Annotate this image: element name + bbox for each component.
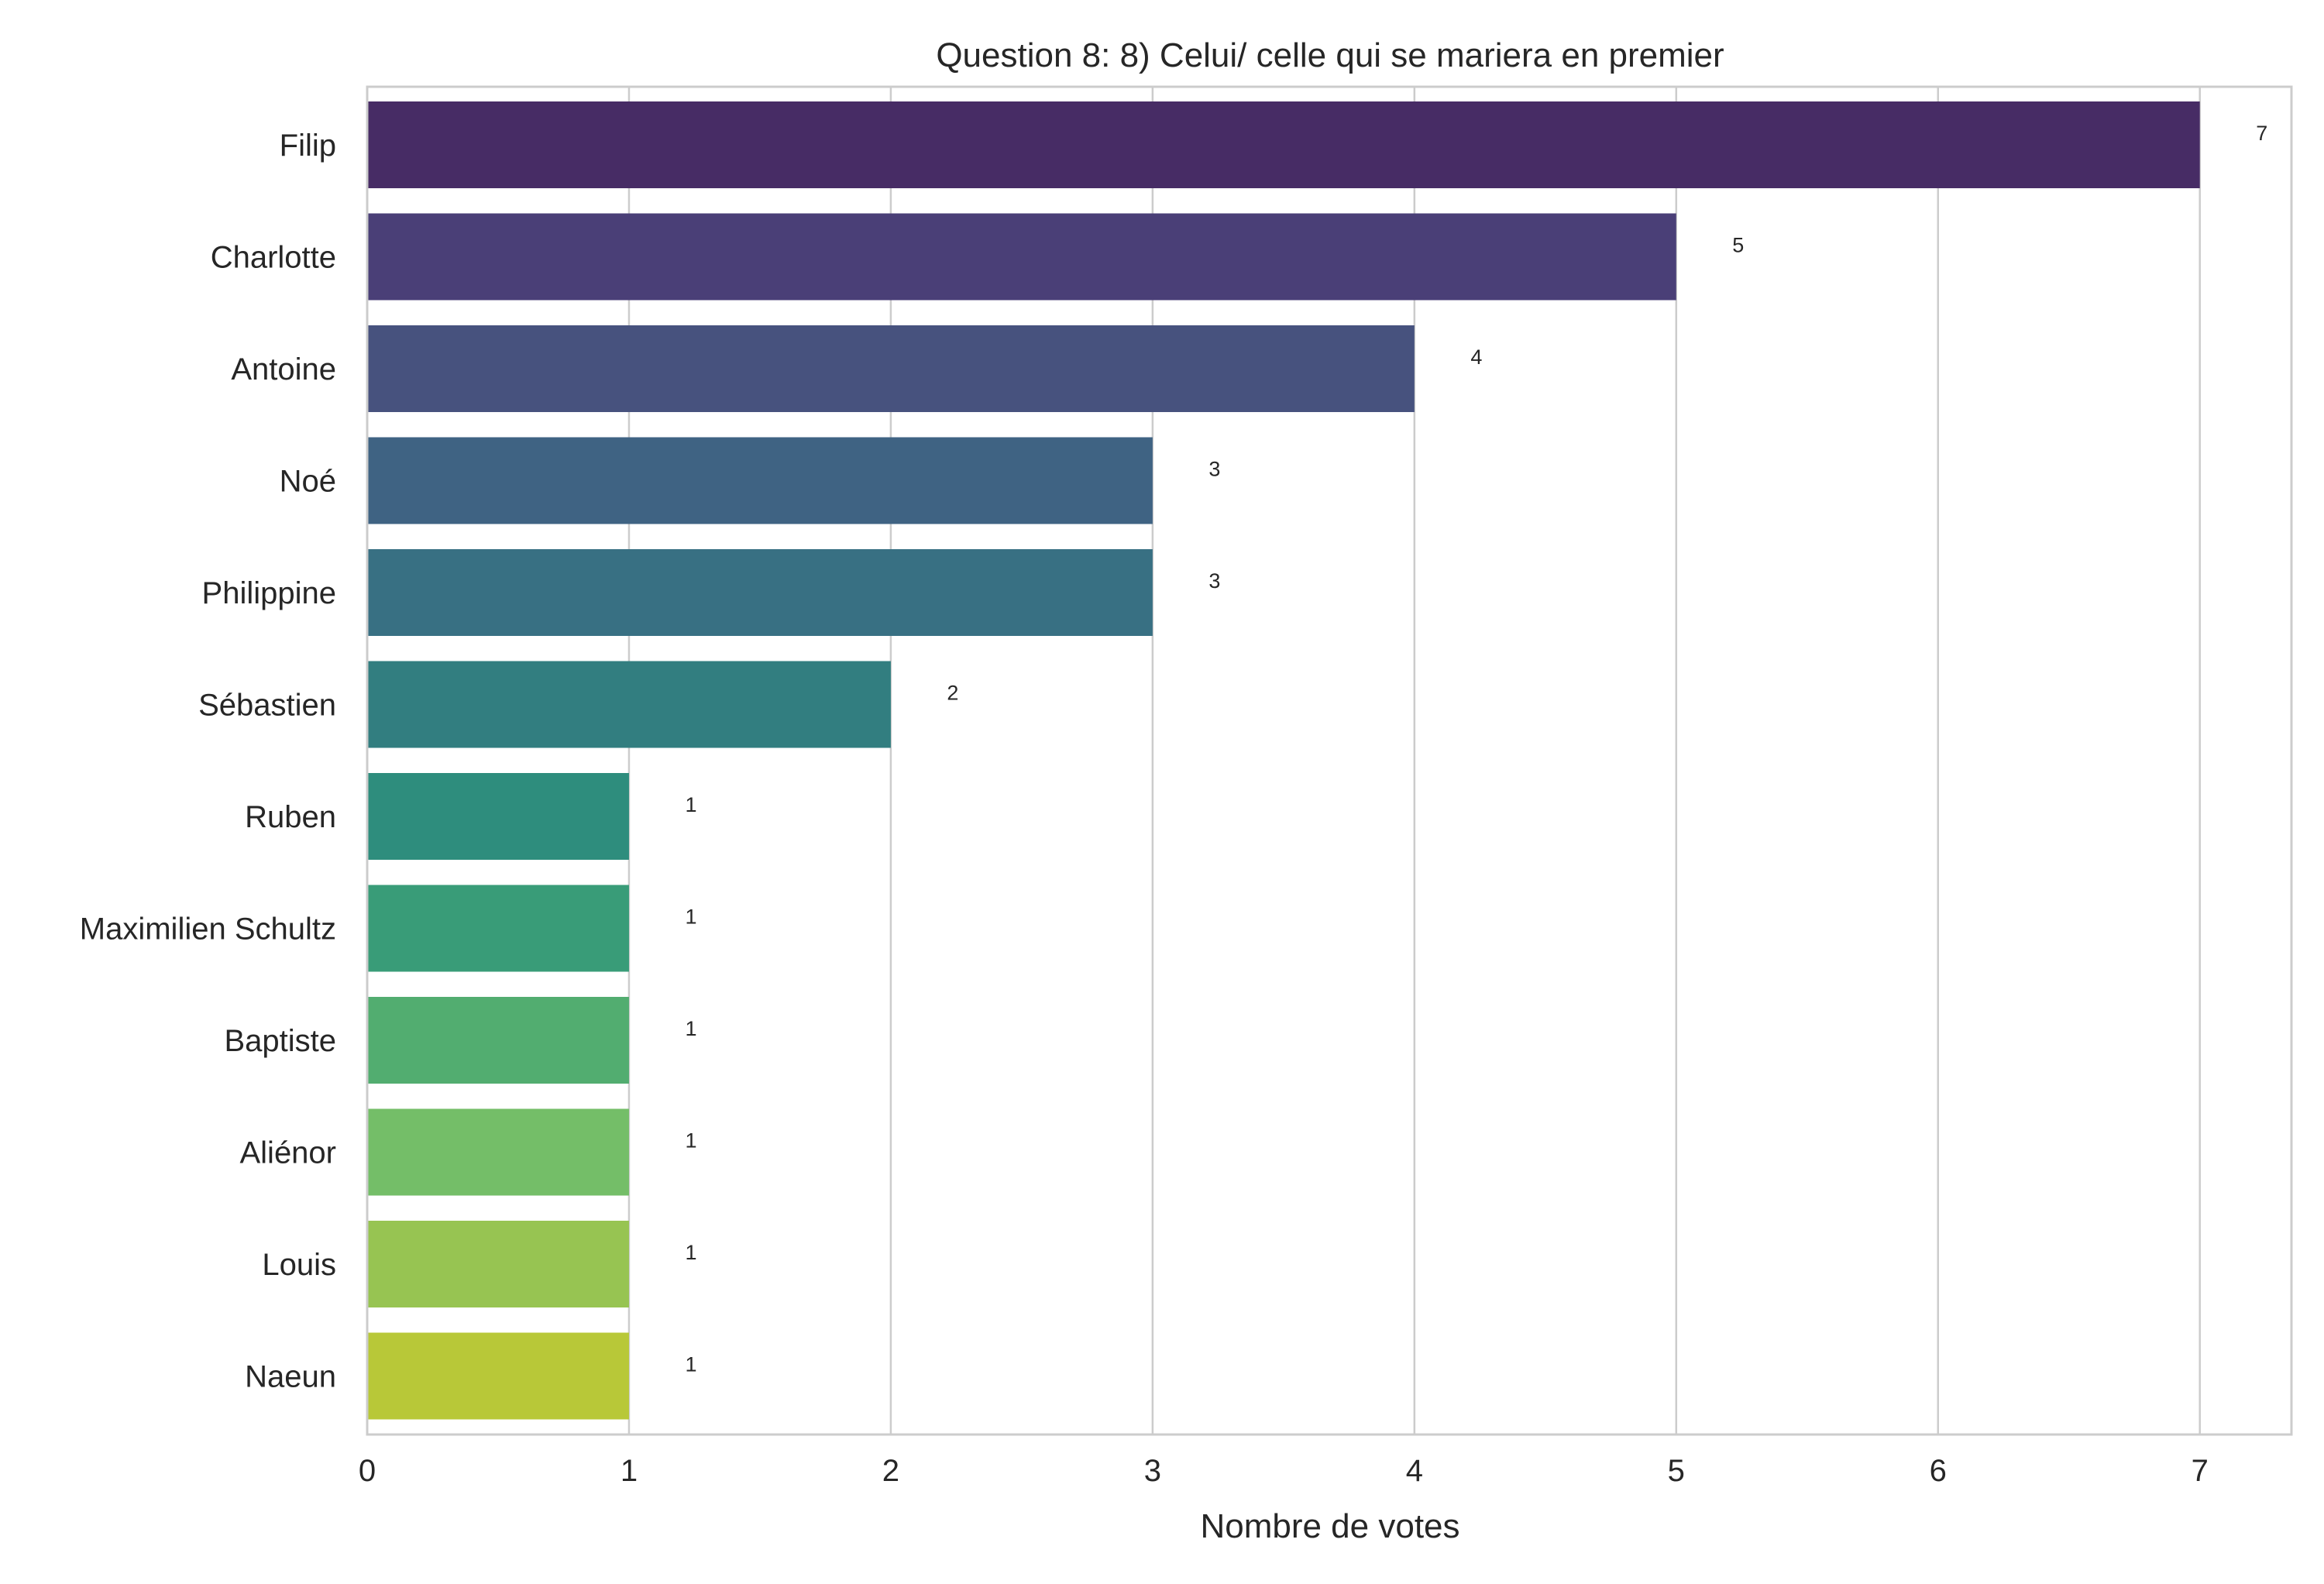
bar	[367, 325, 1415, 412]
category-label: Baptiste	[224, 1024, 336, 1058]
bar	[367, 885, 629, 972]
bar	[367, 437, 1153, 524]
bar	[367, 549, 1153, 636]
data-label: 7	[2256, 122, 2267, 145]
x-tick-label: 1	[621, 1454, 638, 1488]
plot-frame	[366, 85, 2293, 1436]
category-label: Sébastien	[198, 689, 336, 723]
bars	[367, 101, 2200, 1420]
category-label: Ruben	[245, 800, 336, 834]
category-label: Noé	[280, 465, 336, 499]
bar	[367, 1108, 629, 1196]
category-label: Antoine	[231, 352, 336, 387]
data-label: 3	[1208, 458, 1220, 481]
category-label: Aliénor	[239, 1136, 336, 1170]
x-tick-label: 3	[1144, 1454, 1161, 1488]
bar	[367, 1332, 629, 1420]
data-label: 4	[1470, 345, 1482, 369]
x-tick-label: 5	[1668, 1454, 1685, 1488]
category-label: Louis	[262, 1248, 336, 1282]
category-label: Philippine	[202, 576, 336, 610]
data-label: 1	[685, 1017, 696, 1040]
chart-title: Question 8: 8) Celui/ celle qui se marie…	[936, 36, 1724, 74]
bar	[367, 773, 629, 860]
data-label: 5	[1732, 234, 1744, 257]
category-label: Charlotte	[211, 241, 336, 275]
x-tick-label: 4	[1406, 1454, 1423, 1488]
bar	[367, 213, 1676, 301]
data-label: 3	[1208, 569, 1220, 593]
data-labels: 7 5 4 3 3 2 1 1 1 1 1 1	[685, 122, 2267, 1376]
category-label: Maximilien Schultz	[80, 912, 336, 947]
data-label: 1	[685, 793, 696, 816]
data-label: 1	[685, 905, 696, 929]
bar	[367, 101, 2200, 188]
x-tick-label: 2	[882, 1454, 899, 1488]
x-tick-labels: 0 1 2 3 4 5 6 7	[359, 1454, 2209, 1488]
data-label: 1	[685, 1129, 696, 1153]
x-tick-label: 7	[2192, 1454, 2209, 1488]
bar	[367, 1221, 629, 1307]
plot-border	[366, 85, 2293, 1436]
y-tick-labels: Filip Charlotte Antoine Noé Philippine Sébast…	[80, 129, 336, 1394]
x-axis-label: Nombre de votes	[1200, 1507, 1459, 1545]
data-label: 1	[685, 1353, 696, 1376]
bar	[367, 997, 629, 1084]
bar	[367, 661, 891, 748]
x-tick-label: 0	[359, 1454, 376, 1488]
category-label: Naeun	[245, 1360, 336, 1394]
category-label: Filip	[280, 129, 336, 163]
data-label: 2	[947, 682, 958, 705]
x-tick-label: 6	[1930, 1454, 1947, 1488]
data-label: 1	[685, 1241, 696, 1264]
